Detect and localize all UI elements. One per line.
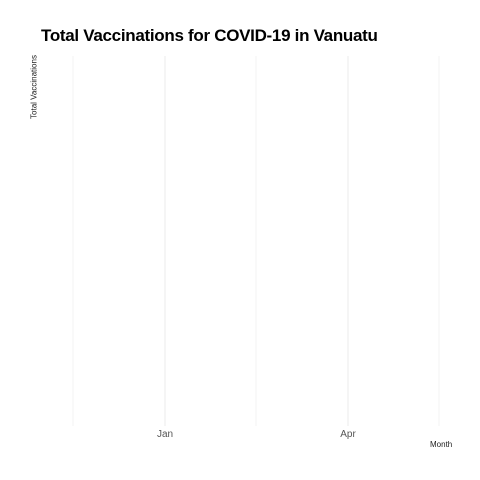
x-tick-label: Apr <box>340 429 356 440</box>
x-tick-labels: Jan Apr <box>157 429 357 440</box>
grid-lines <box>72 56 440 426</box>
x-tick-label: Jan <box>157 429 173 440</box>
chart-title: Total Vaccinations for COVID-19 in Vanua… <box>41 26 378 45</box>
x-axis-label: Month <box>430 440 453 449</box>
